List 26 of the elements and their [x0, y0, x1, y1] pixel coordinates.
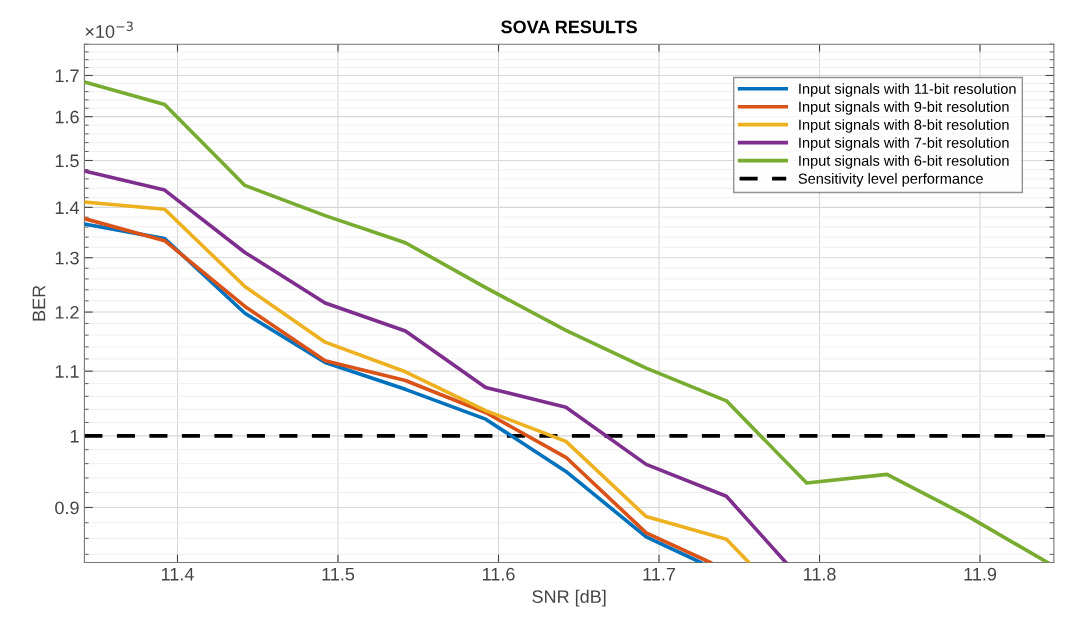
- legend-label: Sensitivity level performance: [798, 173, 983, 187]
- y-tick-label: 1.1: [55, 365, 79, 378]
- x-tick-label: 11.7: [643, 568, 676, 581]
- legend-label: Input signals with 8-bit resolution: [799, 119, 1009, 133]
- x-tick-label: 11.4: [161, 568, 194, 581]
- y-tick-label: 1.7: [55, 69, 79, 83]
- y-tick-label: 1: [70, 430, 79, 443]
- x-axis-title: SNR [dB]: [532, 589, 606, 607]
- y-tick-label: 1.5: [55, 154, 79, 168]
- text: ×10$^{−3}$: [85, 21, 133, 38]
- y-axis-title: BER: [32, 285, 46, 321]
- y-tick-label: 1.3: [55, 251, 79, 265]
- y-tick-label: 0.9: [55, 501, 79, 515]
- x-tick-label: 11.9: [964, 567, 997, 581]
- legend-label: Input signals with 7-bit resolution: [799, 137, 1009, 151]
- x-tick-label: 11.5: [322, 568, 355, 581]
- y-tick-label: 1.2: [55, 306, 79, 319]
- y-tick-label: 1.6: [55, 110, 79, 124]
- x-tick-label: 11.6: [482, 567, 515, 581]
- y-tick-label: 1.4: [55, 201, 80, 214]
- legend-label: Input signals with 6-bit resolution: [799, 155, 1009, 169]
- legend-label: Input signals with 11-bit resolution: [799, 83, 1016, 97]
- chart-title: SOVA RESULTS: [501, 20, 637, 34]
- legend-label: Input signals with 9-bit resolution: [799, 101, 1009, 115]
- line-series: [84, 80, 1050, 563]
- x-tick-label: 11.8: [804, 567, 836, 581]
